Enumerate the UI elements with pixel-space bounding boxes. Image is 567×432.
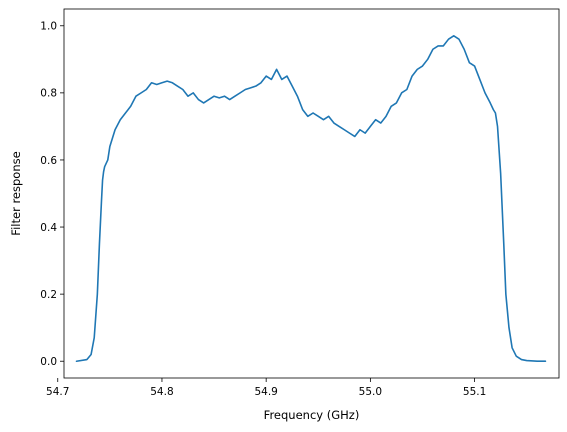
y-tick-label: 0.2 — [40, 289, 57, 301]
plot-area — [75, 35, 547, 363]
y-tick-label: 1.0 — [40, 21, 57, 33]
x-tick-label: 54.9 — [254, 386, 277, 398]
filter-response-line — [75, 35, 547, 363]
y-tick-label: 0.0 — [40, 356, 57, 368]
y-axis-label: Filter response — [9, 151, 23, 235]
x-axis: 54.7 54.8 54.9 55.0 55.1 — [46, 378, 486, 398]
x-tick-label: 55.1 — [463, 386, 486, 398]
y-tick-label: 0.4 — [40, 222, 57, 234]
y-tick-label: 0.6 — [40, 155, 57, 167]
x-tick-label: 54.8 — [150, 386, 173, 398]
x-tick-label: 55.0 — [359, 386, 382, 398]
y-tick-label: 0.8 — [40, 88, 57, 100]
y-axis: 0.0 0.2 0.4 0.6 0.8 1.0 — [40, 21, 64, 368]
axes-frame — [63, 8, 560, 379]
x-axis-label: Frequency (GHz) — [264, 408, 360, 422]
x-tick-label: 54.7 — [46, 386, 69, 398]
